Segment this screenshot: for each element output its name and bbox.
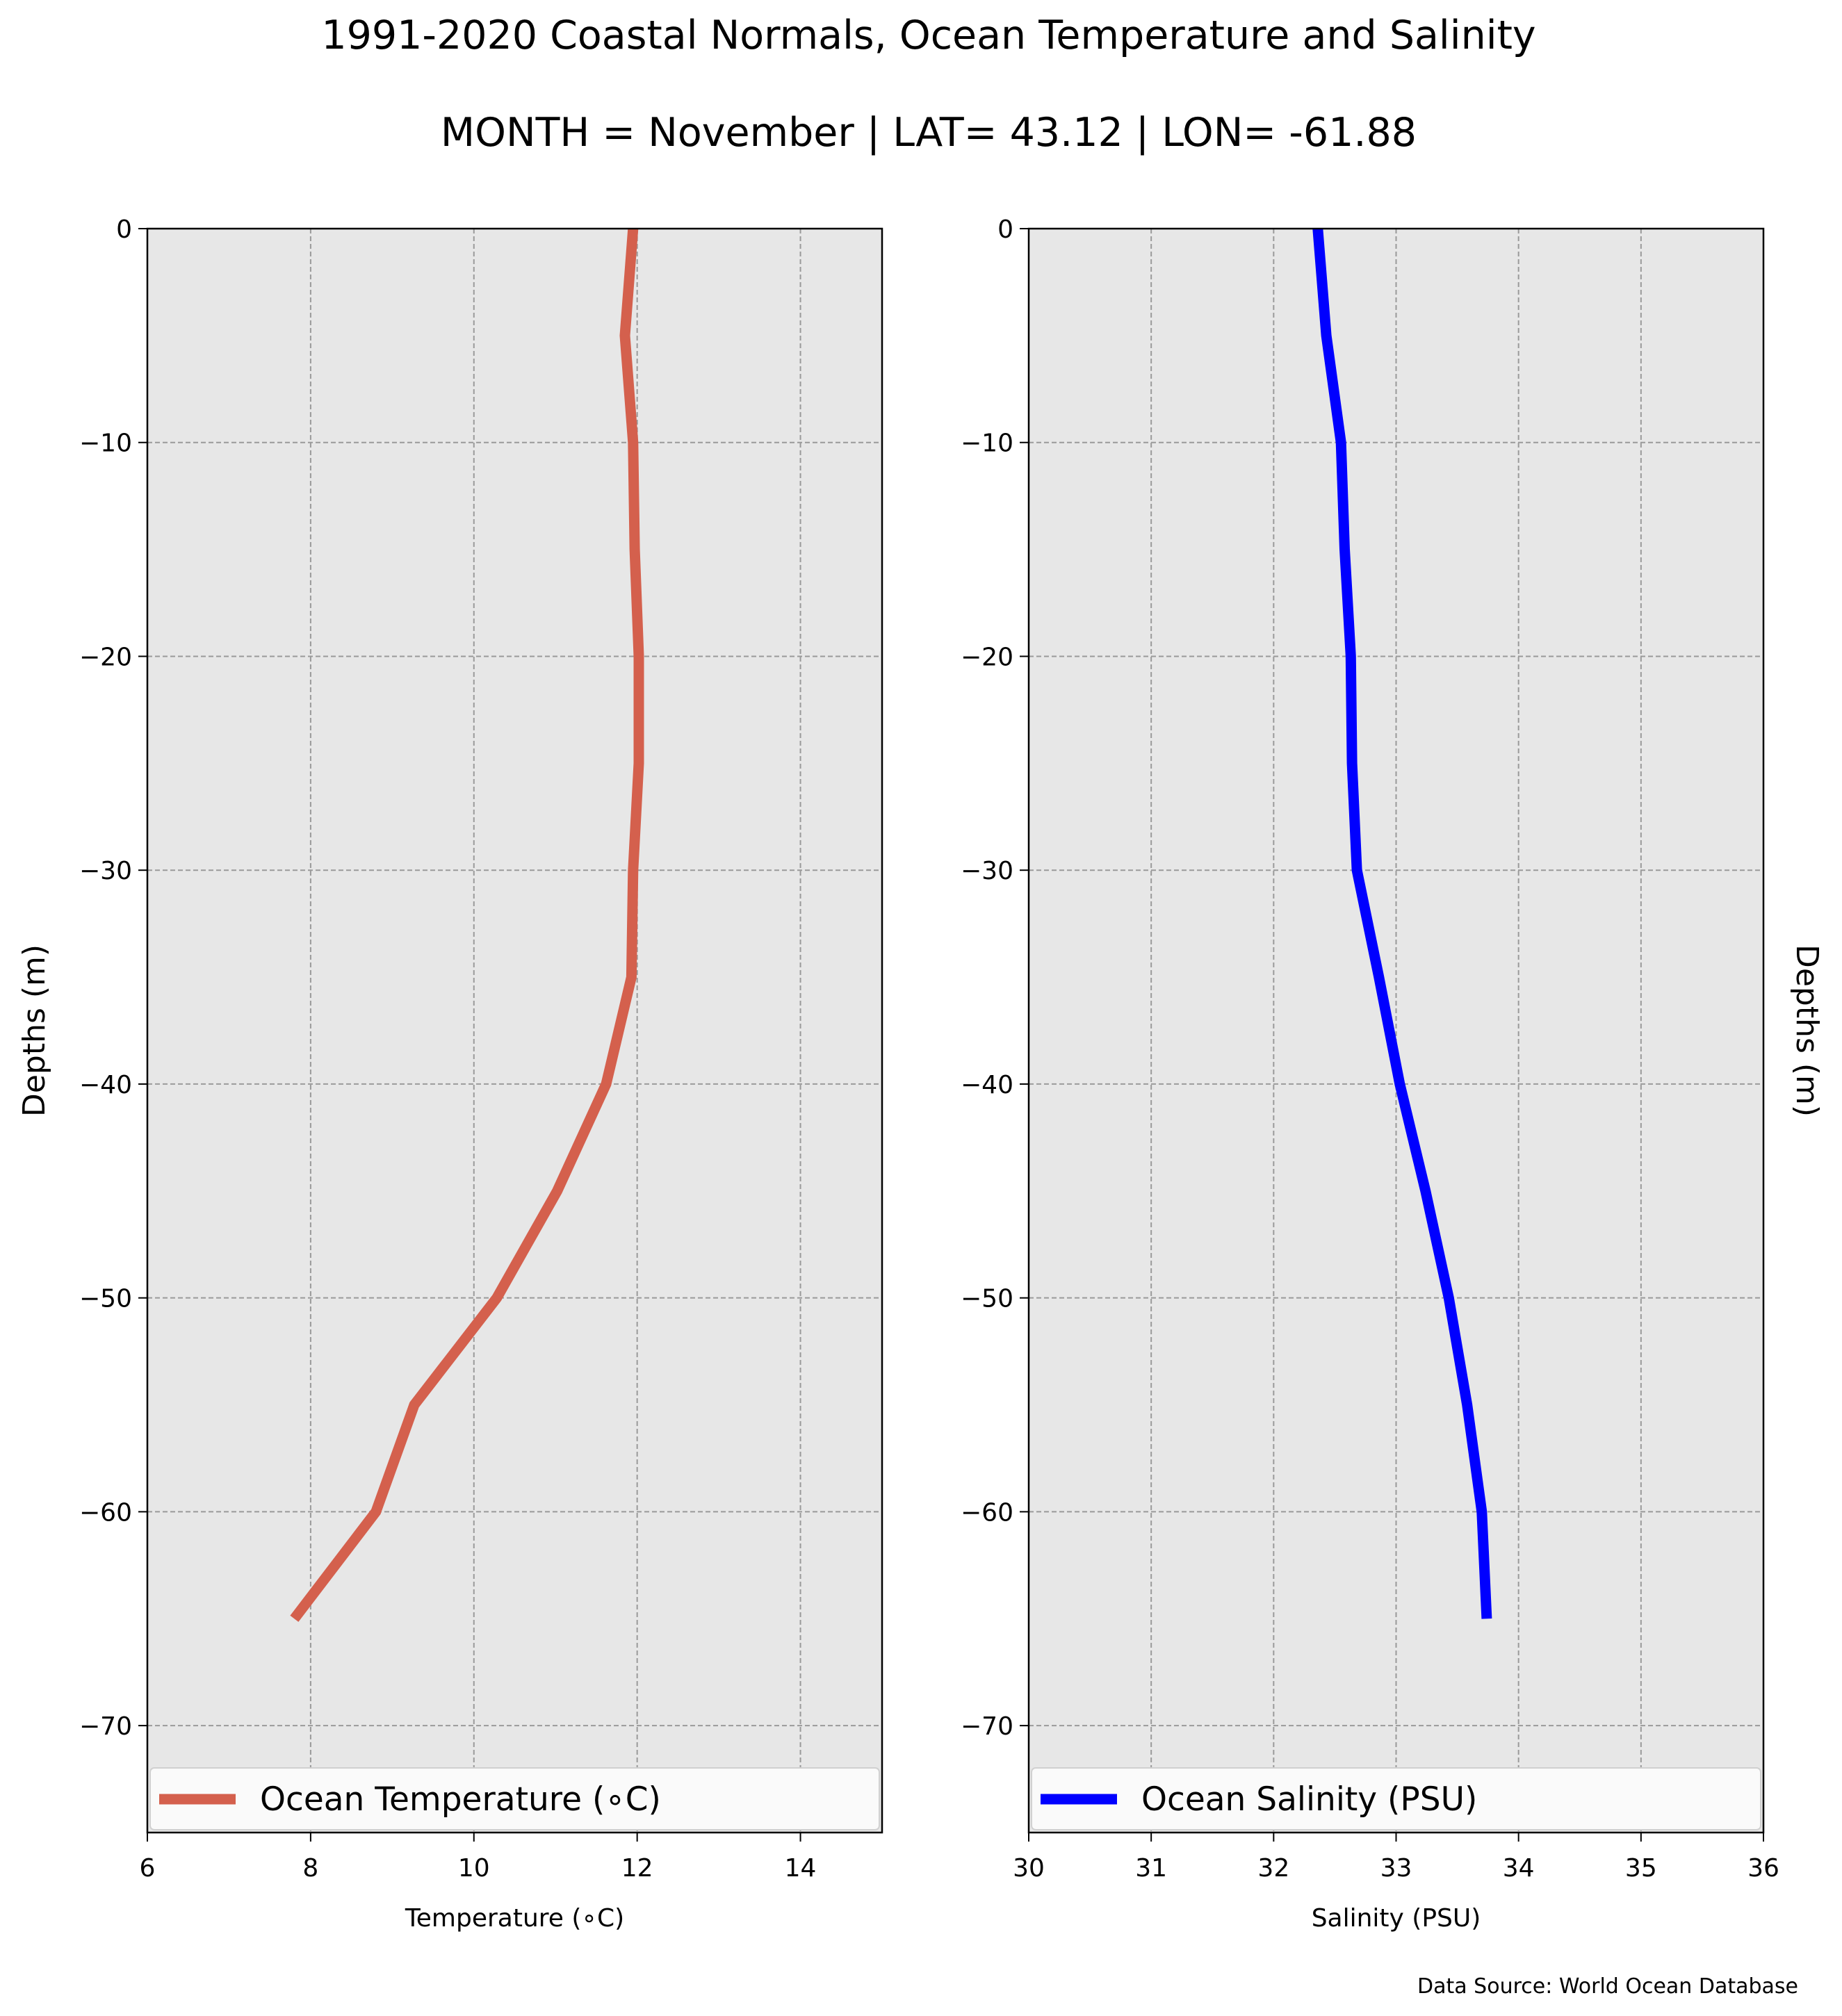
legend: Ocean Salinity (PSU): [1031, 1767, 1761, 1830]
x-axis-label: Salinity (PSU): [1312, 1904, 1481, 1933]
y-tick-label: 0: [997, 215, 1013, 244]
legend: Ocean Temperature (∘C): [149, 1767, 880, 1830]
x-tick-label: 10: [458, 1854, 490, 1883]
y-axis-label: Depths (m): [1789, 944, 1825, 1117]
x-tick-label: 35: [1625, 1854, 1657, 1883]
y-tick-label: 0: [116, 215, 132, 244]
series-line: [1312, 228, 1492, 1619]
x-tick-label: 36: [1747, 1854, 1779, 1883]
legend-label: Ocean Temperature (∘C): [260, 1780, 661, 1819]
y-tick-label: −10: [961, 429, 1013, 458]
y-tick-label: −60: [961, 1498, 1013, 1527]
legend-box: [1031, 1767, 1761, 1830]
y-tick-label: −50: [961, 1285, 1013, 1313]
x-axis-label: Temperature (∘C): [405, 1904, 624, 1933]
legend-box: [149, 1767, 880, 1830]
panels: Ocean Temperature (∘C) 6 8 10 12 14 0 −10 −20 −30…: [17, 215, 1825, 1933]
x-tick-label: 33: [1380, 1854, 1412, 1883]
y-tick-label: −20: [79, 643, 132, 671]
y-tick-label: −10: [79, 429, 132, 458]
plot-area: [1029, 229, 1763, 1833]
plot-area: [147, 229, 882, 1833]
data-source-note: Data Source: World Ocean Database: [1417, 1974, 1798, 1999]
x-tick-label: 14: [785, 1854, 817, 1883]
x-tick-label: 30: [1013, 1854, 1045, 1883]
x-tick-label: 6: [140, 1854, 156, 1883]
series-line: [290, 228, 644, 1622]
x-tick-label: 32: [1257, 1854, 1289, 1883]
x-tick-label: 12: [621, 1854, 653, 1883]
y-tick-label: −70: [961, 1712, 1013, 1741]
figure-title: 1991-2020 Coastal Normals, Ocean Tempera…: [321, 13, 1535, 58]
y-axis-label: Depths (m): [17, 944, 52, 1117]
x-tick-label: 31: [1135, 1854, 1167, 1883]
y-tick-label: −20: [961, 643, 1013, 671]
x-tick-label: 34: [1503, 1854, 1535, 1883]
y-tick-label: −30: [79, 857, 132, 885]
legend-label: Ocean Salinity (PSU): [1141, 1780, 1477, 1819]
y-tick-label: −50: [79, 1285, 132, 1313]
y-tick-label: −40: [961, 1071, 1013, 1099]
axes-frame: [146, 227, 883, 1834]
y-tick-label: −40: [79, 1071, 132, 1099]
panel-2: Ocean Salinity (PSU) 30 31 32 33 34 35 36 0 −10 −2…: [961, 215, 1825, 1933]
figure-subtitle: MONTH = November | LAT= 43.12 | LON= -61…: [441, 110, 1417, 156]
panel-1: Ocean Temperature (∘C) 6 8 10 12 14 0 −10 −20 −30…: [17, 215, 883, 1933]
y-tick-label: −30: [961, 857, 1013, 885]
y-tick-label: −60: [79, 1498, 132, 1527]
y-tick-label: −70: [79, 1712, 132, 1741]
x-tick-label: 8: [302, 1854, 318, 1883]
